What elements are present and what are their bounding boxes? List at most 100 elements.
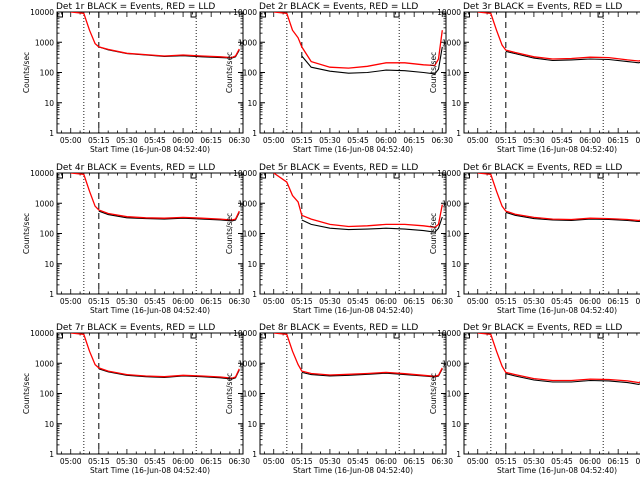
- series-line-events: [301, 46, 443, 75]
- x-tick-label: 05:30: [319, 297, 341, 306]
- y-tick-label: 100: [243, 390, 258, 399]
- x-tick-label: 05:00: [60, 457, 82, 466]
- series-line-events: [98, 368, 240, 380]
- x-tick-label: 05:45: [347, 297, 369, 306]
- corner-marker: [464, 333, 470, 339]
- x-tick-label: 06:30: [228, 297, 250, 306]
- x-tick-label: 06:15: [607, 297, 629, 306]
- x-tick-label: 06:00: [579, 457, 601, 466]
- series-line-lld: [477, 173, 640, 222]
- series-line-lld: [273, 333, 443, 377]
- x-tick-label: 05:00: [263, 297, 285, 306]
- y-tick-label: 10: [247, 420, 257, 429]
- corner-marker: [393, 12, 400, 18]
- series-line-events: [505, 211, 640, 223]
- panel-title: Det 2r BLACK = Events, RED = LLD: [259, 2, 418, 12]
- series-line-events: [505, 50, 640, 64]
- x-tick-label: 06:00: [375, 297, 397, 306]
- x-tick-label: 06:30: [635, 457, 640, 466]
- x-tick-label: 05:15: [495, 136, 517, 145]
- y-axis-label: Counts/sec: [225, 52, 234, 93]
- series-line-lld: [273, 173, 443, 228]
- y-tick-label: 10000: [437, 329, 461, 338]
- y-axis-label: Counts/sec: [429, 213, 438, 254]
- x-tick-label: 05:30: [319, 136, 341, 145]
- x-tick-label: 05:30: [523, 136, 545, 145]
- y-tick-label: 10: [247, 99, 257, 108]
- panel-det-6: Det 6r BLACK = Events, RED = LLD 1 10 100 10…: [429, 163, 640, 315]
- y-tick-label: 10: [44, 420, 54, 429]
- x-tick-label: 05:15: [291, 297, 313, 306]
- plot-frame: [259, 332, 447, 455]
- y-tick-label: 1: [49, 129, 54, 138]
- y-tick-label: 10000: [437, 8, 461, 17]
- y-tick-label: 100: [40, 390, 55, 399]
- x-tick-label: 05:15: [291, 457, 313, 466]
- y-tick-label: 100: [40, 230, 55, 239]
- corner-marker: [393, 333, 400, 339]
- x-tick-label: 05:00: [467, 297, 489, 306]
- x-tick-label: 06:30: [635, 297, 640, 306]
- plot-frame: [259, 172, 447, 295]
- x-axis-label: Start Time (16-Jun-08 04:52:40): [497, 306, 617, 315]
- series-line-lld: [70, 12, 240, 59]
- y-tick-label: 1000: [35, 359, 54, 368]
- y-tick-label: 10000: [437, 169, 461, 178]
- series-line-lld: [273, 12, 443, 69]
- panel-title: Det 7r BLACK = Events, RED = LLD: [56, 323, 215, 333]
- y-tick-label: 1000: [238, 359, 257, 368]
- x-tick-label: 06:00: [172, 297, 194, 306]
- y-tick-label: 10000: [30, 8, 54, 17]
- x-tick-label: 05:45: [144, 297, 166, 306]
- x-tick-label: 06:30: [431, 136, 453, 145]
- x-axis-label: Start Time (16-Jun-08 04:52:40): [90, 145, 210, 154]
- x-tick-label: 06:00: [172, 457, 194, 466]
- x-tick-label: 06:15: [607, 457, 629, 466]
- x-tick-label: 05:15: [88, 297, 110, 306]
- x-tick-label: 05:45: [551, 457, 573, 466]
- y-tick-label: 100: [40, 69, 55, 78]
- panel-det-2: Det 2r BLACK = Events, RED = LLD 1 10 100 10…: [225, 2, 453, 154]
- corner-marker: [597, 12, 604, 18]
- x-axis-label: Start Time (16-Jun-08 04:52:40): [90, 306, 210, 315]
- x-tick-label: 06:00: [579, 136, 601, 145]
- panel-det-3: Det 3r BLACK = Events, RED = LLD 1 10 100 10…: [429, 2, 640, 154]
- x-tick-label: 06:30: [635, 136, 640, 145]
- x-tick-label: 05:15: [495, 457, 517, 466]
- panel-det-9: Det 9r BLACK = Events, RED = LLD 1 10 100 10…: [429, 323, 640, 475]
- series-line-lld: [70, 333, 240, 379]
- x-tick-label: 06:00: [172, 136, 194, 145]
- panel-title: Det 9r BLACK = Events, RED = LLD: [463, 323, 622, 333]
- x-tick-label: 06:15: [403, 136, 425, 145]
- y-tick-label: 1000: [442, 199, 461, 208]
- panel-title: Det 5r BLACK = Events, RED = LLD: [259, 163, 418, 173]
- x-tick-label: 05:45: [551, 136, 573, 145]
- x-tick-label: 05:30: [319, 457, 341, 466]
- y-tick-label: 10: [44, 99, 54, 108]
- x-tick-label: 05:00: [263, 457, 285, 466]
- x-tick-label: 05:30: [523, 457, 545, 466]
- x-tick-label: 06:00: [579, 297, 601, 306]
- corner-marker: [57, 12, 63, 18]
- corner-marker: [190, 12, 197, 18]
- corner-marker: [597, 173, 604, 179]
- x-tick-label: 06:15: [403, 457, 425, 466]
- x-tick-label: 05:00: [467, 136, 489, 145]
- y-axis-label: Counts/sec: [429, 373, 438, 414]
- x-axis-label: Start Time (16-Jun-08 04:52:40): [497, 145, 617, 154]
- y-tick-label: 100: [447, 390, 462, 399]
- x-tick-label: 06:15: [200, 457, 222, 466]
- corner-marker: [190, 333, 197, 339]
- x-tick-label: 06:30: [431, 457, 453, 466]
- x-tick-label: 05:45: [347, 457, 369, 466]
- panel-det-8: Det 8r BLACK = Events, RED = LLD 1 10 100 10…: [225, 323, 453, 475]
- y-axis-label: Counts/sec: [225, 373, 234, 414]
- y-axis-label: Counts/sec: [22, 52, 31, 93]
- panel-title: Det 6r BLACK = Events, RED = LLD: [463, 163, 622, 173]
- series-line-events: [505, 373, 640, 385]
- corner-marker: [57, 333, 63, 339]
- x-tick-label: 05:00: [467, 457, 489, 466]
- y-tick-label: 1: [252, 450, 257, 459]
- corner-marker: [57, 173, 63, 179]
